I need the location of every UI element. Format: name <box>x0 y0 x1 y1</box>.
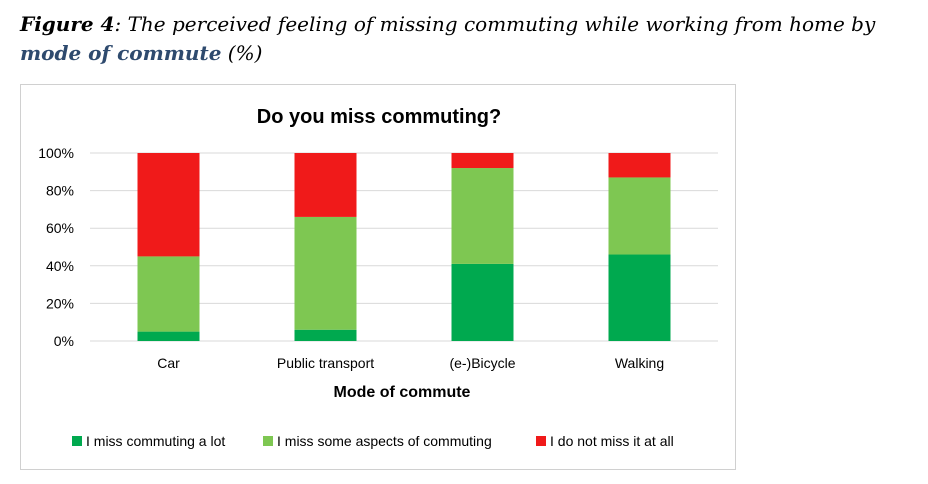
y-tick-label: 100% <box>38 145 74 161</box>
x-tick-label: Walking <box>615 355 664 371</box>
y-tick-label: 20% <box>46 295 74 311</box>
caption-text: The perceived feeling of missing commuti… <box>121 12 876 36</box>
chart-frame: Do you miss commuting? 0% 20% 40% 60% 80% 100… <box>20 84 736 470</box>
legend-label: I miss commuting a lot <box>86 433 225 449</box>
bars <box>137 153 671 341</box>
figure-label: Figure 4 <box>20 12 115 36</box>
legend-label: I do not miss it at all <box>550 433 674 449</box>
legend-swatch <box>536 436 546 446</box>
caption-suffix: (%) <box>221 41 263 65</box>
stacked-bar-chart: Do you miss commuting? 0% 20% 40% 60% 80% 100… <box>38 106 718 449</box>
bar-segment <box>137 331 200 341</box>
bar-segment <box>137 153 200 257</box>
bar-segment <box>137 256 200 332</box>
bar-segment <box>608 177 671 255</box>
x-axis-ticks: Car Public transport (e-)Bicycle Walking <box>157 355 664 371</box>
caption-separator: : <box>114 12 122 36</box>
legend-swatch <box>72 436 82 446</box>
figure-caption: Figure 4: The perceived feeling of missi… <box>20 10 920 68</box>
chart-title: Do you miss commuting? <box>257 106 501 128</box>
bar-segment <box>451 168 514 264</box>
legend-swatch <box>263 436 273 446</box>
x-tick-label: Public transport <box>277 355 374 371</box>
y-tick-label: 0% <box>54 333 74 349</box>
y-tick-label: 80% <box>46 183 74 199</box>
bar-segment <box>294 329 357 341</box>
x-tick-label: (e-)Bicycle <box>449 355 515 371</box>
bar-segment <box>451 263 514 341</box>
bar-segment <box>294 153 357 217</box>
bar-segment <box>451 153 514 169</box>
y-tick-label: 60% <box>46 220 74 236</box>
legend: I miss commuting a lot I miss some aspect… <box>72 433 674 449</box>
y-axis-ticks: 0% 20% 40% 60% 80% 100% <box>38 145 74 349</box>
bar-segment <box>608 254 671 341</box>
legend-label: I miss some aspects of commuting <box>277 433 492 449</box>
x-axis-label: Mode of commute <box>334 384 471 401</box>
bar-segment <box>294 216 357 330</box>
x-tick-label: Car <box>157 355 180 371</box>
caption-emphasis: mode of commute <box>20 41 222 65</box>
y-tick-label: 40% <box>46 258 74 274</box>
bar-segment <box>608 153 671 178</box>
